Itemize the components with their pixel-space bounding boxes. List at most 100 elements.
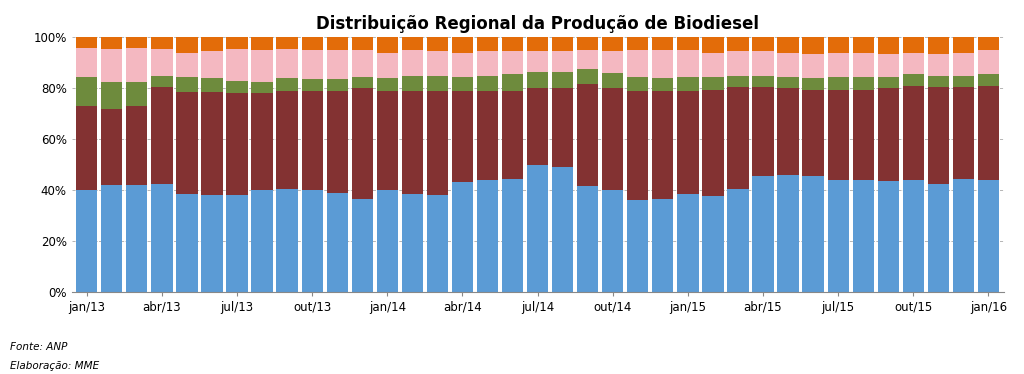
Bar <box>903 74 924 86</box>
Bar <box>427 76 449 91</box>
Bar <box>677 77 698 91</box>
Bar <box>803 37 823 54</box>
Bar <box>176 37 198 53</box>
Bar <box>753 176 774 292</box>
Bar <box>652 78 674 91</box>
Bar <box>853 53 873 77</box>
Bar <box>226 37 248 49</box>
Bar <box>252 82 272 94</box>
Bar <box>126 82 147 106</box>
Bar <box>928 54 949 76</box>
Bar <box>677 50 698 77</box>
Text: Elaboração: MME: Elaboração: MME <box>10 361 99 371</box>
Bar <box>677 91 698 194</box>
Bar <box>401 194 423 292</box>
Bar <box>452 91 473 183</box>
Bar <box>928 184 949 292</box>
Bar <box>853 37 873 53</box>
Bar <box>301 37 323 50</box>
Bar <box>527 51 548 72</box>
Bar <box>652 199 674 292</box>
Bar <box>226 195 248 292</box>
Bar <box>202 78 222 92</box>
Bar <box>226 81 248 94</box>
Bar <box>928 87 949 184</box>
Bar <box>252 37 272 50</box>
Bar <box>552 167 573 292</box>
Bar <box>727 87 749 189</box>
Bar <box>176 92 198 194</box>
Bar <box>301 91 323 190</box>
Bar <box>853 180 873 292</box>
Bar <box>477 180 498 292</box>
Bar <box>276 78 298 91</box>
Bar <box>978 37 999 50</box>
Bar <box>702 77 724 89</box>
Bar <box>327 37 348 50</box>
Bar <box>978 180 999 292</box>
Bar <box>502 37 523 51</box>
Bar <box>602 88 624 190</box>
Bar <box>978 86 999 180</box>
Bar <box>727 189 749 292</box>
Bar <box>952 87 974 178</box>
Bar <box>602 51 624 73</box>
Bar <box>126 106 147 185</box>
Bar <box>652 37 674 50</box>
Bar <box>351 77 373 88</box>
Text: Fonte: ANP: Fonte: ANP <box>10 342 68 352</box>
Bar <box>652 50 674 78</box>
Bar <box>101 185 123 292</box>
Bar <box>351 50 373 77</box>
Bar <box>827 77 849 89</box>
Bar <box>777 37 799 53</box>
Bar <box>627 50 648 77</box>
Bar <box>627 77 648 91</box>
Bar <box>952 76 974 87</box>
Bar <box>753 37 774 51</box>
Bar <box>652 91 674 199</box>
Bar <box>351 37 373 50</box>
Bar <box>427 51 449 76</box>
Bar <box>377 190 398 292</box>
Bar <box>903 37 924 53</box>
Bar <box>152 37 172 49</box>
Bar <box>377 91 398 190</box>
Bar <box>727 76 749 87</box>
Bar <box>878 37 899 54</box>
Bar <box>903 86 924 180</box>
Bar <box>502 178 523 292</box>
Bar <box>952 178 974 292</box>
Bar <box>76 190 97 292</box>
Bar <box>702 89 724 196</box>
Bar <box>978 50 999 74</box>
Bar <box>502 74 523 91</box>
Bar <box>777 53 799 77</box>
Bar <box>226 94 248 195</box>
Bar <box>777 77 799 88</box>
Bar <box>202 92 222 195</box>
Bar <box>401 50 423 76</box>
Bar <box>327 79 348 91</box>
Bar <box>827 89 849 180</box>
Bar <box>276 91 298 189</box>
Bar <box>727 37 749 51</box>
Bar <box>527 88 548 165</box>
Bar <box>327 193 348 292</box>
Bar <box>677 37 698 50</box>
Bar <box>176 194 198 292</box>
Bar <box>928 76 949 87</box>
Bar <box>427 37 449 51</box>
Bar <box>578 37 598 50</box>
Bar <box>952 37 974 53</box>
Bar <box>903 53 924 74</box>
Bar <box>252 94 272 190</box>
Bar <box>477 91 498 180</box>
Bar <box>578 50 598 69</box>
Bar <box>827 37 849 53</box>
Bar <box>427 195 449 292</box>
Bar <box>477 51 498 76</box>
Bar <box>502 51 523 74</box>
Bar <box>276 189 298 292</box>
Title: Distribuição Regional da Produção de Biodiesel: Distribuição Regional da Produção de Bio… <box>316 15 759 33</box>
